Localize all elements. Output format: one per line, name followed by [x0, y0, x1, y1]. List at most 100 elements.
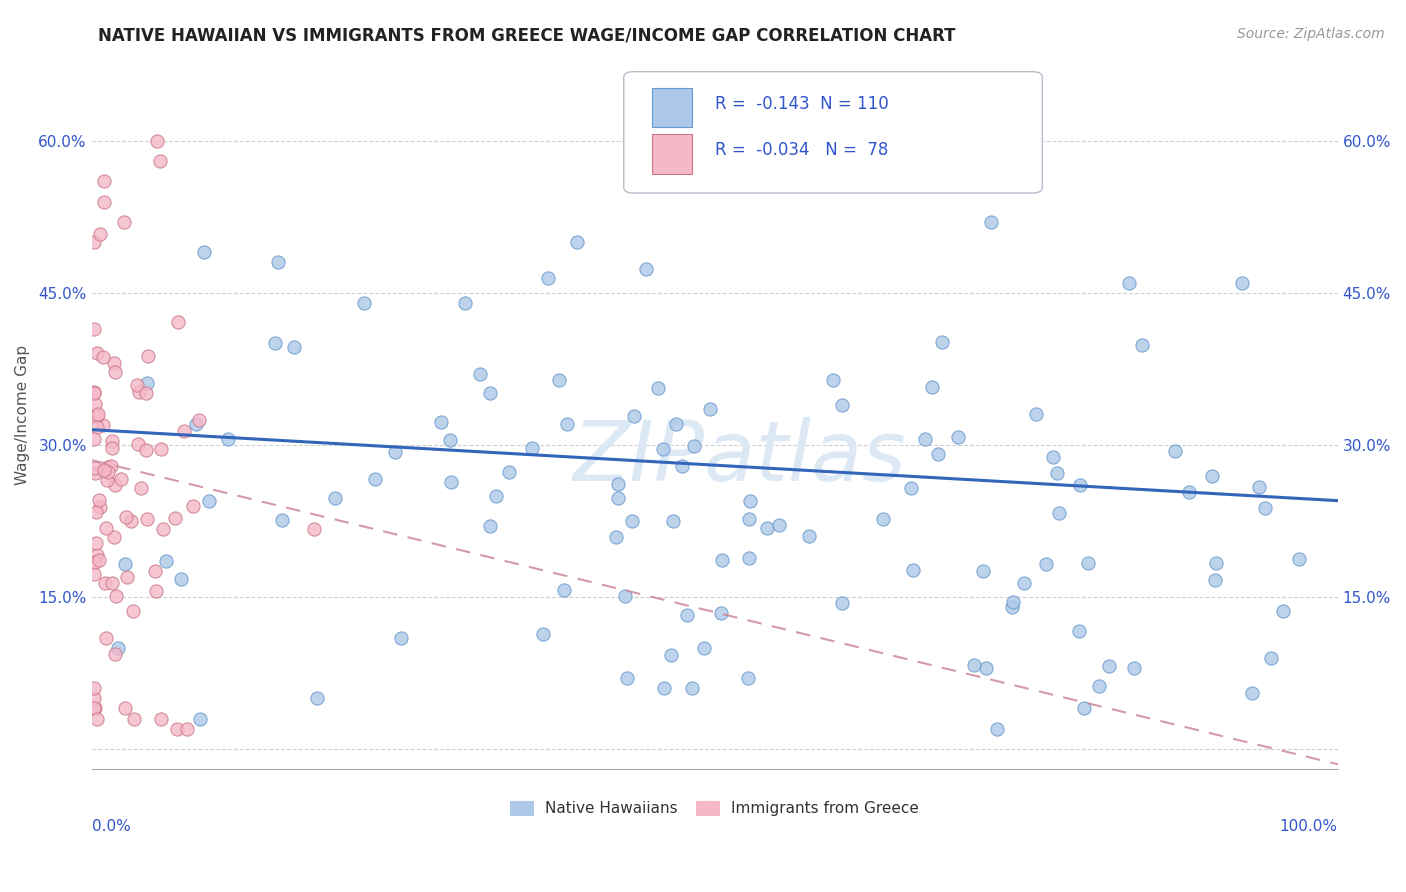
Point	[468, 367, 491, 381]
Text: R =  -0.034   N =  78: R = -0.034 N = 78	[714, 142, 889, 160]
Point	[83, 235, 105, 249]
Point	[103, 530, 125, 544]
Point	[927, 447, 949, 461]
Point	[555, 417, 578, 431]
Point	[1247, 480, 1270, 494]
Point	[682, 439, 704, 453]
Point	[737, 551, 759, 566]
Point	[323, 491, 346, 505]
Point	[1240, 686, 1263, 700]
Point	[797, 528, 820, 542]
Point	[353, 296, 375, 310]
Point	[135, 442, 157, 457]
Point	[84, 504, 107, 518]
Point	[946, 429, 969, 443]
Point	[963, 658, 986, 673]
Point	[83, 691, 105, 706]
Point	[86, 712, 108, 726]
Point	[1077, 556, 1099, 570]
Point	[129, 481, 152, 495]
Point	[89, 492, 111, 507]
Point	[83, 385, 105, 400]
Point	[1254, 501, 1277, 516]
Point	[647, 381, 669, 395]
Point	[389, 631, 412, 645]
Point	[101, 576, 124, 591]
Point	[1042, 450, 1064, 464]
Point	[93, 463, 115, 477]
Point	[662, 514, 685, 528]
Point	[921, 380, 943, 394]
Point	[768, 517, 790, 532]
Text: 0.0%: 0.0%	[91, 819, 131, 834]
Point	[112, 215, 135, 229]
Point	[136, 349, 159, 363]
Point	[87, 552, 110, 566]
Point	[1118, 276, 1140, 290]
Point	[1002, 595, 1025, 609]
Legend: Native Hawaiians, Immigrants from Greece: Native Hawaiians, Immigrants from Greece	[503, 795, 925, 822]
Point	[94, 631, 117, 645]
Point	[143, 564, 166, 578]
Point	[384, 445, 406, 459]
Point	[1271, 604, 1294, 618]
Point	[186, 417, 208, 431]
Point	[665, 417, 688, 431]
Point	[740, 494, 762, 508]
Point	[166, 722, 188, 736]
Point	[84, 701, 107, 715]
Point	[636, 261, 658, 276]
Point	[84, 466, 107, 480]
Point	[1025, 407, 1047, 421]
Point	[87, 407, 110, 421]
Point	[136, 511, 159, 525]
Point	[1288, 552, 1310, 566]
Point	[83, 322, 105, 336]
Point	[831, 596, 853, 610]
Point	[173, 424, 195, 438]
Point	[1046, 466, 1069, 480]
Point	[710, 606, 733, 620]
Point	[83, 556, 105, 570]
Point	[738, 512, 761, 526]
Point	[980, 215, 1002, 229]
Point	[94, 575, 117, 590]
Point	[478, 518, 501, 533]
Point	[302, 521, 325, 535]
Point	[122, 712, 145, 726]
FancyBboxPatch shape	[652, 135, 692, 174]
Point	[1047, 507, 1070, 521]
Point	[135, 376, 157, 390]
Point	[89, 500, 111, 514]
Point	[900, 481, 922, 495]
Point	[1201, 468, 1223, 483]
Point	[914, 433, 936, 447]
Point	[91, 418, 114, 433]
Point	[198, 493, 221, 508]
Point	[440, 475, 463, 490]
Point	[264, 336, 287, 351]
Point	[821, 373, 844, 387]
Point	[974, 661, 997, 675]
Point	[96, 465, 118, 479]
Point	[430, 416, 453, 430]
Point	[478, 385, 501, 400]
Text: NATIVE HAWAIIAN VS IMMIGRANTS FROM GREECE WAGE/INCOME GAP CORRELATION CHART: NATIVE HAWAIIAN VS IMMIGRANTS FROM GREEC…	[98, 27, 956, 45]
Point	[681, 681, 703, 696]
Point	[872, 512, 894, 526]
Point	[89, 227, 111, 241]
Point	[104, 647, 127, 661]
Point	[193, 245, 215, 260]
Point	[110, 472, 132, 486]
Point	[93, 174, 115, 188]
Point	[439, 433, 461, 447]
Point	[121, 604, 143, 618]
Point	[115, 570, 138, 584]
Point	[86, 420, 108, 434]
Point	[1073, 701, 1095, 715]
Point	[454, 296, 477, 310]
Point	[83, 397, 105, 411]
Text: ZIPatlas: ZIPatlas	[572, 417, 907, 498]
Point	[86, 409, 108, 424]
Point	[1067, 624, 1090, 638]
